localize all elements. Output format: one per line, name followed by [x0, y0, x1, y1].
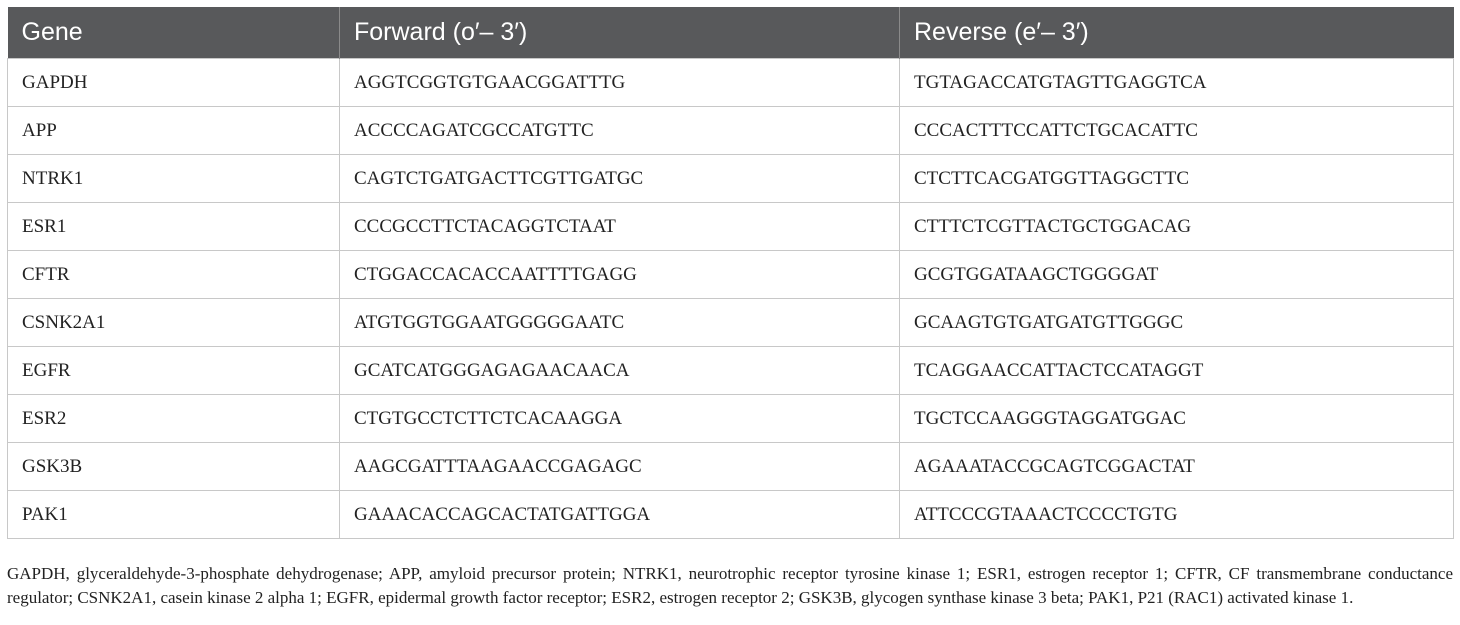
table-row: CFTR CTGGACCACACCAATTTTGAGG GCGTGGATAAGC… — [7, 250, 1454, 299]
reverse-primer-cell: ATTCCCGTAAACTCCCCTGTG — [899, 490, 1454, 539]
forward-primer-cell: CCCGCCTTCTACAGGTCTAAT — [339, 202, 900, 251]
reverse-primer-cell: TGCTCCAAGGGTAGGATGGAC — [899, 394, 1454, 443]
gene-cell: CSNK2A1 — [7, 298, 340, 347]
gene-cell: ESR2 — [7, 394, 340, 443]
reverse-primer-cell: CTTTCTCGTTACTGCTGGACAG — [899, 202, 1454, 251]
gene-cell: GAPDH — [7, 58, 340, 107]
table-header: Gene Forward (o′– 3′) Reverse (e′– 3′) — [7, 7, 1454, 59]
gene-cell: CFTR — [7, 250, 340, 299]
table-row: ESR1 CCCGCCTTCTACAGGTCTAAT CTTTCTCGTTACT… — [7, 202, 1454, 251]
gene-cell: APP — [7, 106, 340, 155]
primer-table: Gene Forward (o′– 3′) Reverse (e′– 3′) G… — [7, 7, 1454, 539]
table-row: GAPDH AGGTCGGTGTGAACGGATTTG TGTAGACCATGT… — [7, 58, 1454, 107]
reverse-primer-cell: GCAAGTGTGATGATGTTGGGC — [899, 298, 1454, 347]
reverse-primer-cell: CTCTTCACGATGGTTAGGCTTC — [899, 154, 1454, 203]
table-row: GSK3B AAGCGATTTAAGAACCGAGAGC AGAAATACCGC… — [7, 442, 1454, 491]
reverse-primer-cell: TGTAGACCATGTAGTTGAGGTCA — [899, 58, 1454, 107]
header-reverse: Reverse (e′– 3′) — [899, 7, 1454, 59]
gene-cell: EGFR — [7, 346, 340, 395]
forward-primer-cell: CTGTGCCTCTTCTCACAAGGA — [339, 394, 900, 443]
forward-primer-cell: CAGTCTGATGACTTCGTTGATGC — [339, 154, 900, 203]
table-footnote: GAPDH, glyceraldehyde-3-phosphate dehydr… — [7, 564, 1453, 607]
header-gene: Gene — [7, 7, 340, 59]
forward-primer-cell: ATGTGGTGGAATGGGGGAATC — [339, 298, 900, 347]
table-row: CSNK2A1 ATGTGGTGGAATGGGGGAATC GCAAGTGTGA… — [7, 298, 1454, 347]
reverse-primer-cell: CCCACTTTCCATTCTGCACATTC — [899, 106, 1454, 155]
gene-cell: NTRK1 — [7, 154, 340, 203]
header-forward: Forward (o′– 3′) — [339, 7, 900, 59]
reverse-primer-cell: TCAGGAACCATTACTCCATAGGT — [899, 346, 1454, 395]
forward-primer-cell: ACCCCAGATCGCCATGTTC — [339, 106, 900, 155]
header-row: Gene Forward (o′– 3′) Reverse (e′– 3′) — [7, 7, 1454, 59]
reverse-primer-cell: GCGTGGATAAGCTGGGGAT — [899, 250, 1454, 299]
table-row: EGFR GCATCATGGGAGAGAACAACA TCAGGAACCATTA… — [7, 346, 1454, 395]
gene-cell: ESR1 — [7, 202, 340, 251]
forward-primer-cell: CTGGACCACACCAATTTTGAGG — [339, 250, 900, 299]
forward-primer-cell: AGGTCGGTGTGAACGGATTTG — [339, 58, 900, 107]
table-row: ESR2 CTGTGCCTCTTCTCACAAGGA TGCTCCAAGGGTA… — [7, 394, 1454, 443]
forward-primer-cell: GCATCATGGGAGAGAACAACA — [339, 346, 900, 395]
gene-cell: PAK1 — [7, 490, 340, 539]
forward-primer-cell: AAGCGATTTAAGAACCGAGAGC — [339, 442, 900, 491]
primer-table-container: Gene Forward (o′– 3′) Reverse (e′– 3′) G… — [7, 7, 1454, 539]
reverse-primer-cell: AGAAATACCGCAGTCGGACTAT — [899, 442, 1454, 491]
table-body: GAPDH AGGTCGGTGTGAACGGATTTG TGTAGACCATGT… — [7, 58, 1454, 539]
gene-cell: GSK3B — [7, 442, 340, 491]
table-row: APP ACCCCAGATCGCCATGTTC CCCACTTTCCATTCTG… — [7, 106, 1454, 155]
table-row: PAK1 GAAACACCAGCACTATGATTGGA ATTCCCGTAAA… — [7, 490, 1454, 539]
forward-primer-cell: GAAACACCAGCACTATGATTGGA — [339, 490, 900, 539]
table-row: NTRK1 CAGTCTGATGACTTCGTTGATGC CTCTTCACGA… — [7, 154, 1454, 203]
